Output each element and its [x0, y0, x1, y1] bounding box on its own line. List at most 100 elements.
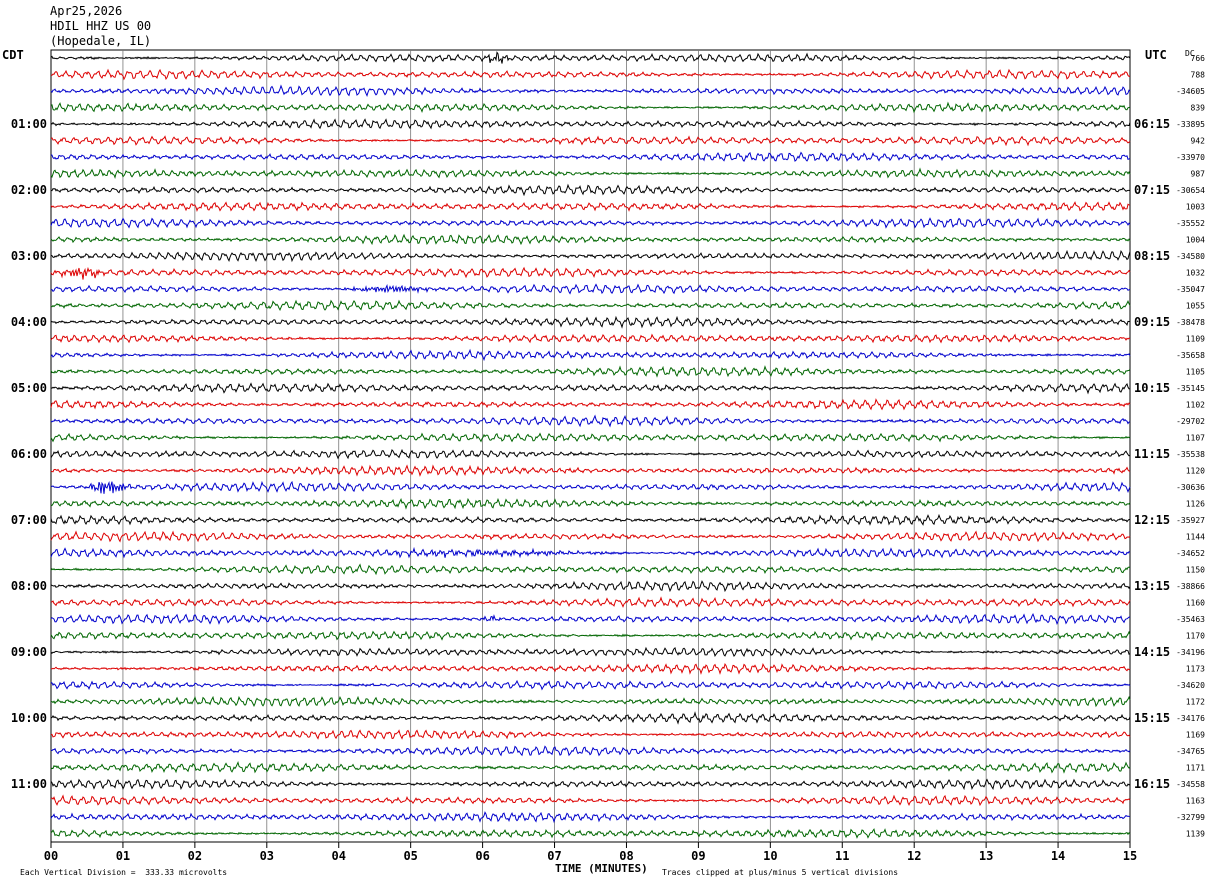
left-hour-label: 06:00	[11, 447, 47, 461]
trace-row-35	[50, 630, 1131, 642]
dc-offset-label: -35145	[1176, 384, 1205, 393]
x-tick-label: 03	[260, 849, 274, 863]
dc-label: DC	[1185, 49, 1195, 58]
dc-offset-label: 1150	[1186, 566, 1205, 575]
right-hour-label: 14:15	[1134, 645, 1170, 659]
x-axis-title: TIME (MINUTES)	[555, 862, 648, 875]
trace-row-11	[50, 233, 1131, 246]
trace-row-38	[50, 679, 1131, 691]
right-hour-label: 16:15	[1134, 777, 1170, 791]
right-hour-label: 13:15	[1134, 579, 1170, 593]
left-hour-label: 01:00	[11, 117, 47, 131]
dc-offset-label: -38866	[1176, 582, 1205, 591]
trace-row-4	[50, 118, 1131, 130]
dc-offset-label: 1107	[1186, 434, 1205, 443]
x-tick-label: 02	[188, 849, 202, 863]
dc-offset-label: -34558	[1176, 780, 1205, 789]
trace-row-15	[50, 299, 1131, 312]
trace-row-8	[50, 183, 1131, 197]
trace-row-43	[50, 761, 1131, 774]
dc-offset-label: -29702	[1176, 417, 1205, 426]
trace-row-24	[50, 448, 1131, 460]
right-hour-label: 09:15	[1134, 315, 1170, 329]
dc-offset-label: 1032	[1186, 269, 1205, 278]
dc-offset-label: -34176	[1176, 714, 1205, 723]
right-hour-label: 15:15	[1134, 711, 1170, 725]
trace-row-17	[50, 333, 1131, 344]
trace-row-28	[50, 513, 1131, 526]
dc-offset-label: 788	[1191, 71, 1206, 80]
left-hour-label: 09:00	[11, 645, 47, 659]
trace-row-44	[50, 778, 1131, 791]
right-hour-label: 11:15	[1134, 447, 1170, 461]
dc-offset-label: 1171	[1186, 764, 1205, 773]
left-hour-label: 03:00	[11, 249, 47, 263]
x-tick-label: 15	[1123, 849, 1137, 863]
dc-offset-label: 1169	[1186, 731, 1205, 740]
left-hour-label: 04:00	[11, 315, 47, 329]
trace-row-47	[50, 828, 1131, 839]
dc-offset-label: -34196	[1176, 648, 1205, 657]
trace-row-3	[50, 101, 1131, 114]
dc-offset-label: 1160	[1186, 599, 1205, 608]
trace-row-22	[50, 414, 1131, 428]
trace-row-45	[50, 794, 1131, 807]
x-tick-label: 11	[835, 849, 849, 863]
plot-frame	[50, 49, 1131, 843]
dc-offset-label: 1163	[1186, 797, 1205, 806]
x-tick-label: 06	[475, 849, 489, 863]
left-hour-label: 02:00	[11, 183, 47, 197]
dc-offset-label: -32799	[1176, 813, 1205, 822]
trace-row-13	[50, 266, 1131, 280]
dc-offset-label: -34652	[1176, 549, 1205, 558]
trace-row-7	[50, 167, 1131, 179]
dc-offset-label: 1003	[1186, 203, 1205, 212]
right-hour-label: 07:15	[1134, 183, 1170, 197]
left-timezone-label: CDT	[2, 48, 24, 62]
dc-offset-label: 942	[1191, 137, 1206, 146]
dc-offset-label: -35552	[1176, 219, 1205, 228]
dc-offset-label: 1170	[1186, 632, 1205, 641]
dc-offset-label: -33970	[1176, 153, 1205, 162]
x-tick-label: 09	[691, 849, 705, 863]
right-hour-label: 06:15	[1134, 117, 1170, 131]
x-tick-label: 14	[1051, 849, 1065, 863]
x-tick-label: 00	[44, 849, 58, 863]
dc-offset-label: 1139	[1186, 830, 1205, 839]
trace-row-12	[50, 249, 1131, 263]
dc-offset-label: 839	[1191, 104, 1206, 113]
trace-row-9	[50, 201, 1131, 212]
left-hour-label: 08:00	[11, 579, 47, 593]
left-hour-label: 05:00	[11, 381, 47, 395]
trace-row-34	[50, 612, 1131, 625]
dc-offset-label: 1172	[1186, 698, 1205, 707]
left-hour-label: 07:00	[11, 513, 47, 527]
dc-offset-label: -30654	[1176, 186, 1205, 195]
trace-row-18	[50, 348, 1131, 362]
dc-offset-label: 1109	[1186, 335, 1205, 344]
trace-row-36	[50, 646, 1131, 658]
trace-row-29	[50, 530, 1131, 543]
trace-row-1	[51, 68, 1131, 81]
dc-offset-label: -35927	[1176, 516, 1205, 525]
dc-offset-label: -35047	[1176, 285, 1205, 294]
dc-offset-label: -35538	[1176, 450, 1205, 459]
x-tick-label: 07	[547, 849, 561, 863]
right-timezone-label: UTC	[1145, 48, 1167, 62]
x-tick-label: 05	[403, 849, 417, 863]
trace-row-33	[50, 596, 1131, 608]
dc-offset-label: 1102	[1186, 401, 1205, 410]
trace-row-39	[50, 695, 1131, 708]
dc-offset-label: 1105	[1186, 368, 1205, 377]
dc-offset-label: 1144	[1186, 533, 1205, 542]
trace-row-21	[50, 398, 1131, 411]
trace-row-26	[50, 480, 1131, 494]
dc-offset-label: -35463	[1176, 615, 1205, 624]
left-hour-label: 11:00	[11, 777, 47, 791]
x-tick-label: 01	[116, 849, 130, 863]
right-hour-label: 08:15	[1134, 249, 1170, 263]
trace-row-6	[50, 151, 1131, 162]
dc-offset-label: -30636	[1176, 483, 1205, 492]
header-station: HDIL HHZ US 00	[50, 19, 152, 33]
